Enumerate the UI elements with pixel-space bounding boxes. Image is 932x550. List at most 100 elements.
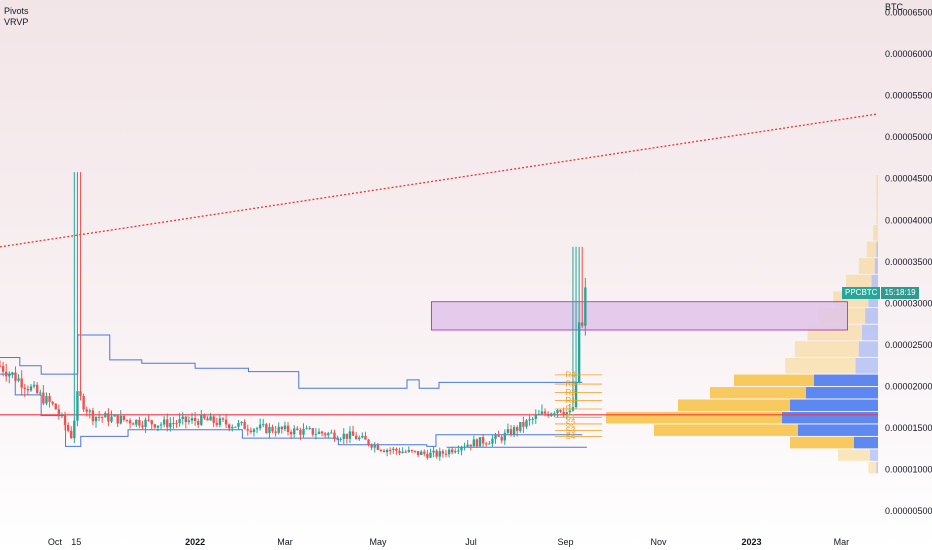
vp-row-up: [790, 436, 854, 449]
candle-body: [11, 372, 14, 374]
vp-row-down: [798, 424, 878, 436]
candle-body: [370, 444, 373, 448]
vp-row-up: [868, 461, 877, 474]
candle-body: [215, 422, 218, 425]
price-tick-label: 0.00004500: [885, 174, 932, 184]
candle-body: [29, 386, 33, 391]
candle-body: [181, 416, 184, 420]
trendline-layer: [0, 113, 879, 248]
vp-row-down: [790, 399, 878, 411]
candle-body: [289, 431, 293, 435]
candle-body: [531, 418, 534, 420]
candle-body: [14, 372, 17, 381]
vp-row-down: [855, 357, 878, 374]
candle-body: [156, 425, 160, 428]
candle-body: [296, 428, 299, 430]
pivot-label-r1: R1: [566, 396, 577, 405]
pivot-label-r2: R2: [566, 388, 577, 397]
price-tick-label: 0.00002000: [885, 382, 932, 392]
candle-body: [122, 415, 126, 420]
candle-body: [327, 433, 330, 436]
candle-body: [85, 409, 88, 412]
candle-body: [485, 443, 488, 445]
candle-body: [376, 444, 380, 450]
candle-body: [323, 433, 327, 436]
candle-body: [4, 371, 8, 377]
price-axis-unit: BTC: [885, 2, 904, 12]
candle-body: [138, 419, 141, 426]
pivots-indicator-label[interactable]: Pivots: [4, 6, 29, 16]
candle-body: [525, 420, 528, 427]
time-tick-label: Nov: [650, 537, 667, 547]
candle-body: [392, 448, 395, 451]
candle-body: [39, 392, 42, 394]
time-tick-label: Mar: [834, 537, 850, 547]
price-tick-label: 0.00004000: [885, 215, 932, 225]
time-tick-label: May: [370, 537, 388, 547]
candle-body: [172, 423, 175, 425]
dotted-trendline: [0, 113, 879, 248]
candle-body: [203, 414, 206, 419]
candle-body: [258, 424, 262, 429]
price-tick-label: 0.00002500: [885, 340, 932, 350]
candle-body: [125, 419, 129, 421]
candle-body: [79, 391, 82, 397]
candle-body: [17, 378, 20, 381]
vp-row-down: [876, 241, 878, 258]
candle-body: [320, 431, 324, 434]
candle-body: [144, 419, 147, 428]
candle-body: [385, 450, 389, 453]
candle-body: [463, 446, 466, 448]
candle-body: [522, 422, 525, 427]
candle-body: [66, 424, 70, 431]
vp-row-down: [814, 374, 878, 387]
vp-row-up: [606, 411, 782, 424]
vp-row-up: [858, 258, 875, 274]
candle-body: [354, 435, 358, 440]
candle-body: [438, 451, 441, 457]
pivot-label-s4: S4: [566, 432, 576, 441]
candle-body: [193, 418, 197, 422]
candle-body: [314, 433, 318, 435]
candle-body: [262, 424, 265, 426]
candle-body: [305, 428, 308, 430]
pivot-label-s2: S2: [566, 419, 576, 428]
candle-body: [423, 451, 426, 454]
candle-body: [70, 430, 73, 439]
candle-body: [200, 414, 203, 425]
vp-row-up: [866, 241, 877, 258]
vp-row-down: [854, 436, 878, 449]
candle-body: [135, 419, 138, 425]
candle-body: [231, 427, 234, 429]
candle-body: [153, 424, 157, 428]
candle-body: [76, 391, 79, 421]
candle-body: [401, 451, 404, 453]
candle-body: [509, 429, 513, 435]
candle-body: [559, 409, 562, 412]
candle-body: [255, 428, 259, 430]
candle-body: [265, 424, 268, 433]
candle-body: [57, 409, 61, 416]
vp-row-down: [865, 308, 878, 324]
candle-body: [212, 416, 215, 423]
candle-body: [227, 424, 231, 429]
candle-body: [60, 414, 64, 416]
candle-body: [54, 403, 57, 410]
candle-body: [246, 429, 249, 431]
candle-body: [197, 421, 200, 425]
candle-body: [494, 434, 497, 439]
candle-body: [97, 416, 101, 418]
candle-body: [358, 437, 361, 440]
candle-body: [466, 444, 469, 447]
candle-body: [475, 439, 479, 447]
candle-body: [419, 451, 423, 455]
vrvp-indicator-label[interactable]: VRVP: [4, 17, 29, 27]
pivot-label-r3: R3: [566, 380, 577, 389]
candle-body: [104, 413, 107, 418]
candle-body: [429, 452, 432, 458]
candle-body: [240, 421, 243, 423]
candle-body: [441, 451, 445, 454]
